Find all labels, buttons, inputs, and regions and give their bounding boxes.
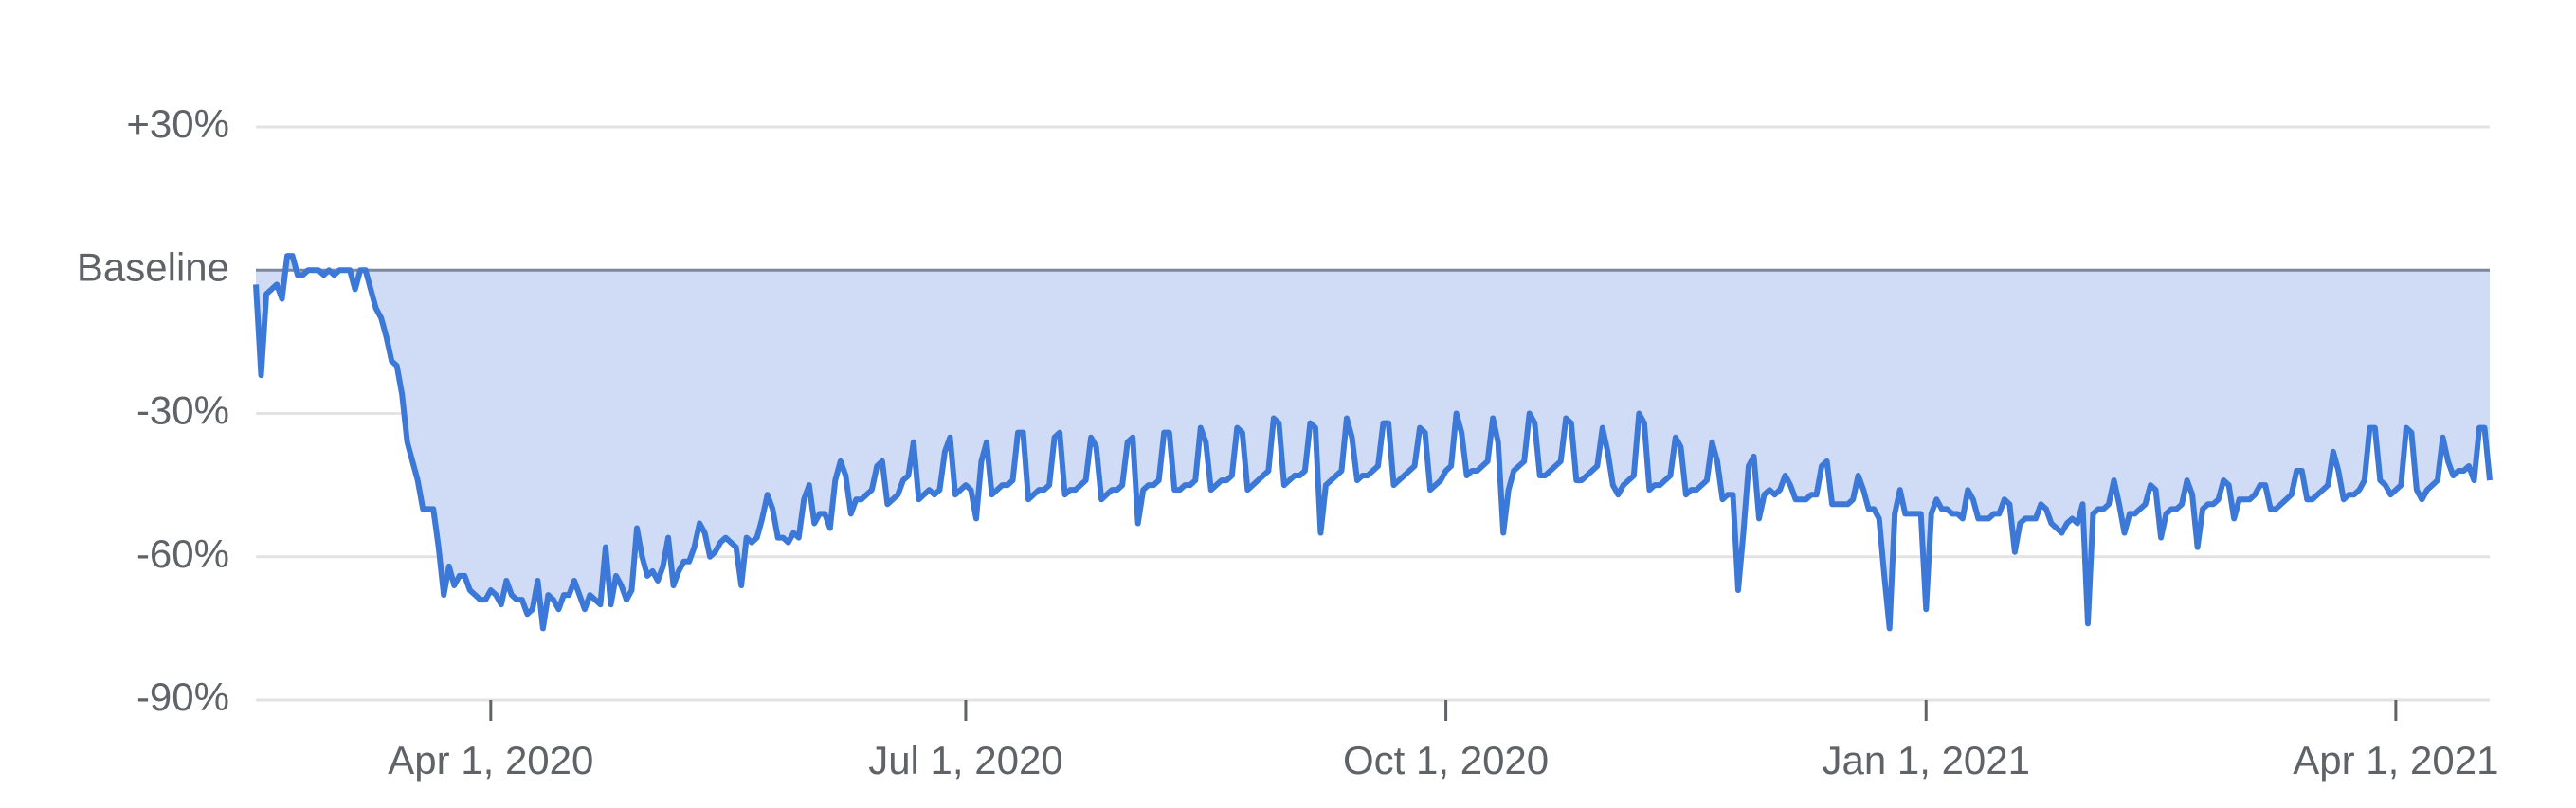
x-tick-label: Oct 1, 2020 xyxy=(1343,738,1549,782)
area-fill xyxy=(256,256,2490,629)
x-tick-label: Jan 1, 2021 xyxy=(1822,738,2030,782)
y-tick-label: +30% xyxy=(126,101,229,146)
x-tick-label: Jul 1, 2020 xyxy=(868,738,1063,782)
x-tick-label: Apr 1, 2021 xyxy=(2293,738,2498,782)
x-tick-label: Apr 1, 2020 xyxy=(388,738,593,782)
y-tick-label: -90% xyxy=(136,674,229,719)
y-tick-label: -60% xyxy=(136,531,229,576)
y-tick-label: -30% xyxy=(136,388,229,433)
y-tick-label: Baseline xyxy=(77,244,229,289)
data-line xyxy=(253,253,2493,632)
